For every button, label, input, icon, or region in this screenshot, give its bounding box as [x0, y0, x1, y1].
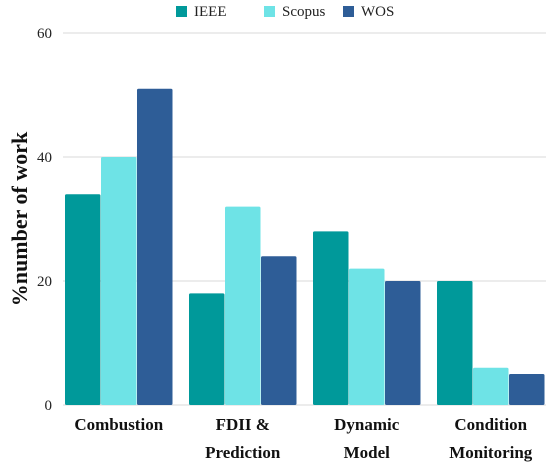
x-category-label: Prediction — [205, 443, 281, 462]
x-category-label: Dynamic — [334, 415, 400, 434]
y-tick-label: 60 — [37, 26, 52, 42]
y-tick-label: 40 — [37, 150, 52, 166]
bar-ieee-3 — [437, 281, 473, 405]
bar-scopus-3 — [473, 367, 509, 405]
legend-swatch — [343, 6, 354, 17]
x-category-label: Model — [344, 443, 391, 462]
bar-ieee-1 — [189, 293, 225, 405]
y-tick-label: 20 — [37, 274, 52, 290]
bar-wos-2 — [385, 281, 421, 405]
bar-wos-3 — [509, 374, 545, 405]
y-axis-ticks: 0 20 40 60 — [37, 26, 52, 414]
bar-wos-0 — [137, 88, 173, 406]
bar-scopus-2 — [349, 268, 385, 405]
legend-swatch — [176, 6, 187, 17]
bar-ieee-2 — [313, 231, 349, 405]
legend-label: WOS — [361, 4, 394, 20]
bar-scopus-0 — [101, 157, 137, 405]
legend-swatch — [264, 6, 275, 17]
bar-ieee-0 — [65, 194, 101, 405]
x-category-label: Monitoring — [449, 443, 533, 462]
legend-label: Scopus — [282, 4, 326, 20]
x-category-label: Combustion — [74, 415, 163, 434]
y-tick-label: 0 — [45, 398, 53, 414]
bar-scopus-1 — [225, 206, 261, 405]
bars — [65, 88, 545, 406]
legend-label: IEEE — [194, 4, 226, 20]
x-category-label: FDII & — [216, 415, 270, 434]
x-axis-categories: Combustion FDII & Prediction Dynamic Model Co… — [74, 415, 532, 462]
legend: IEEE Scopus WOS — [176, 4, 394, 20]
bar-wos-1 — [261, 256, 297, 405]
x-category-label: Condition — [454, 415, 527, 434]
y-axis-title: %number of work — [7, 131, 32, 306]
